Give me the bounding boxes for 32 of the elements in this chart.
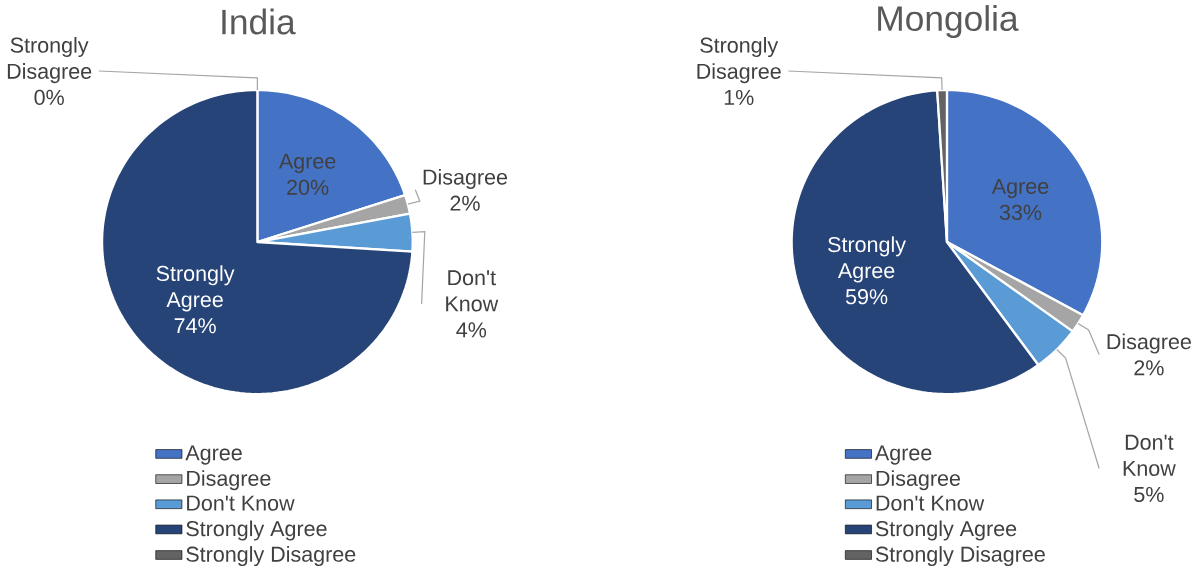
legend-label: Agree — [874, 445, 932, 465]
legend-label: Agree — [185, 445, 242, 465]
category-label: Strongly Disagree — [7, 36, 92, 84]
data-label: 74% — [174, 318, 216, 334]
slice-label: Strongly Agree — [828, 236, 906, 283]
legend-label: Strongly Agree — [875, 520, 1017, 541]
data-label: 2% — [1134, 360, 1164, 376]
data-label: 1% — [724, 89, 754, 105]
legend-label: Don't Know — [187, 495, 295, 511]
legend-label: Strongly Disagree — [186, 546, 356, 567]
slice-label: Don't Know — [446, 270, 499, 312]
slice-label: Disagree — [423, 168, 508, 189]
slice-label: Strongly Disagree — [697, 36, 781, 84]
data-label: 4% — [456, 322, 487, 338]
data-label: 20% — [287, 179, 329, 195]
slice-label: Don't Know — [1123, 434, 1176, 476]
chart-title: India — [222, 8, 296, 35]
data-label: 59% — [845, 289, 888, 305]
slice-label: Agree — [991, 178, 1049, 199]
data-label: 5% — [1134, 486, 1164, 503]
data-label: 33% — [999, 204, 1042, 220]
slice-label: Strongly Agree — [156, 265, 235, 312]
slice-label: Disagree — [1107, 333, 1191, 354]
legend-label: Strongly Agree — [186, 520, 327, 541]
legend-label: Strongly Disagree — [875, 546, 1045, 567]
slice-label: Agree — [278, 153, 336, 174]
legend-label: Disagree — [876, 470, 960, 491]
data-label: 2% — [450, 195, 480, 211]
legend-label: Don't Know — [876, 495, 985, 511]
text: 0% — [34, 89, 64, 105]
chart-title: Mongolia — [878, 5, 1019, 38]
legend-label: Disagree — [187, 470, 271, 491]
